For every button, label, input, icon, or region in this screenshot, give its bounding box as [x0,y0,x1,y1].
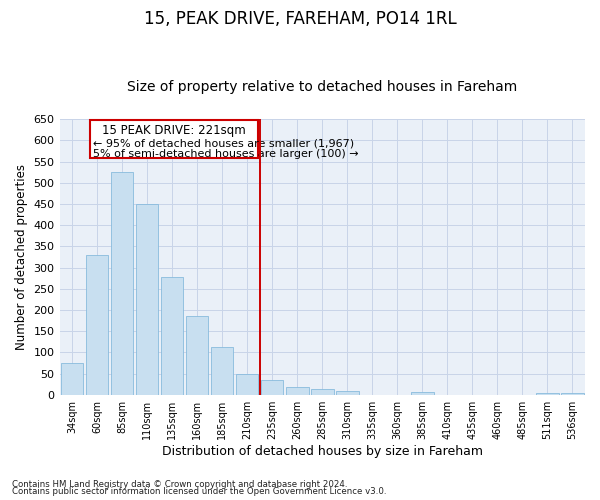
Bar [561,392,584,394]
Bar [61,363,83,394]
Bar [211,347,233,395]
Bar [286,387,308,394]
Bar [336,392,359,394]
Bar [311,389,334,394]
Title: Size of property relative to detached houses in Fareham: Size of property relative to detached ho… [127,80,517,94]
Text: Contains HM Land Registry data © Crown copyright and database right 2024.: Contains HM Land Registry data © Crown c… [12,480,347,489]
Bar [86,255,109,394]
Bar [236,374,259,394]
Text: 15, PEAK DRIVE, FAREHAM, PO14 1RL: 15, PEAK DRIVE, FAREHAM, PO14 1RL [143,10,457,28]
Y-axis label: Number of detached properties: Number of detached properties [15,164,28,350]
Bar [261,380,283,394]
X-axis label: Distribution of detached houses by size in Fareham: Distribution of detached houses by size … [162,444,483,458]
Bar [536,392,559,394]
Bar [161,277,184,394]
Text: Contains public sector information licensed under the Open Government Licence v3: Contains public sector information licen… [12,488,386,496]
Bar [186,316,208,394]
Bar [411,392,434,394]
Text: 15 PEAK DRIVE: 221sqm: 15 PEAK DRIVE: 221sqm [102,124,246,138]
Bar [136,204,158,394]
FancyBboxPatch shape [90,120,258,158]
Bar [111,172,133,394]
Text: ← 95% of detached houses are smaller (1,967): ← 95% of detached houses are smaller (1,… [93,138,354,148]
Text: 5% of semi-detached houses are larger (100) →: 5% of semi-detached houses are larger (1… [93,149,359,159]
